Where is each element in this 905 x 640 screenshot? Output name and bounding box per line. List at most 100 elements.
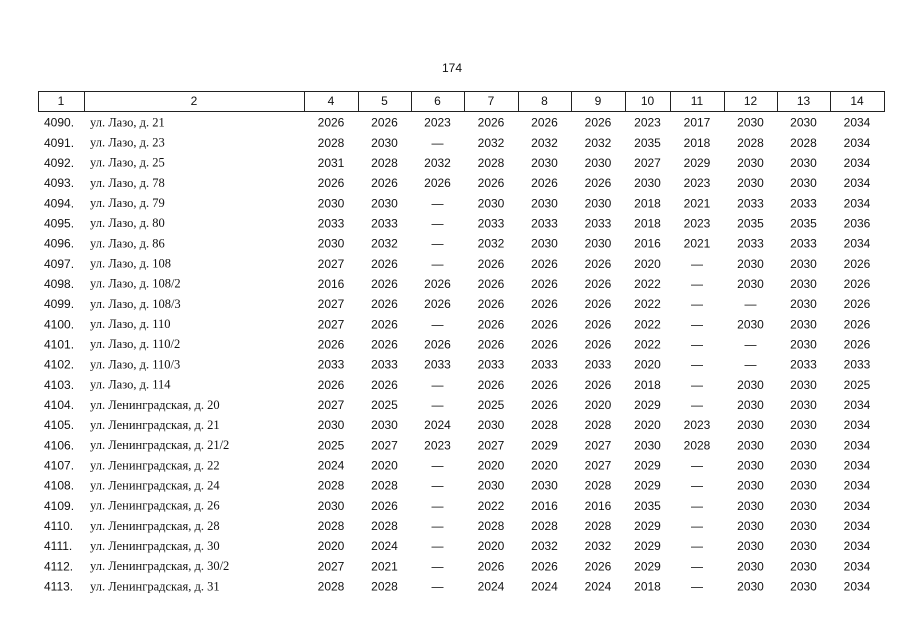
year-cell: 2026 (318, 378, 345, 392)
year-cell: 2026 (844, 338, 871, 352)
year-cell: 2028 (318, 519, 345, 533)
year-cell: 2034 (844, 539, 871, 553)
year-cell: 2033 (844, 358, 871, 372)
year-cell: 2026 (318, 176, 345, 190)
header-cell: 12 (744, 94, 758, 108)
address: ул. Лазо, д. 86 (90, 236, 165, 250)
header-cell: 1 (58, 94, 65, 108)
row-number: 4107. (44, 459, 74, 473)
year-cell: 2030 (737, 539, 764, 553)
year-cell: 2030 (531, 237, 558, 251)
year-cell: 2030 (371, 196, 398, 210)
year-cell: 2027 (478, 438, 505, 452)
header-cell: 9 (595, 94, 602, 108)
year-cell: 2030 (531, 479, 558, 493)
year-cell: 2016 (531, 499, 558, 513)
year-cell: 2022 (634, 338, 661, 352)
address: ул. Ленинградская, д. 24 (90, 478, 220, 492)
year-cell: 2027 (318, 398, 345, 412)
year-cell: 2026 (478, 378, 505, 392)
row-number: 4110. (44, 519, 73, 533)
year-cell: 2036 (844, 217, 871, 231)
year-cell: 2026 (424, 176, 451, 190)
year-cell: 2024 (424, 418, 451, 432)
year-cell: 2030 (737, 257, 764, 271)
row-number: 4104. (44, 398, 74, 412)
year-cell: 2030 (790, 398, 817, 412)
year-cell: 2030 (737, 277, 764, 291)
address: ул. Лазо, д. 25 (90, 156, 165, 170)
address: ул. Лазо, д. 78 (90, 176, 165, 190)
address: ул. Лазо, д. 110 (90, 317, 170, 331)
year-cell: 2024 (478, 580, 505, 594)
header-cell: 14 (850, 94, 864, 108)
year-cell: 2020 (585, 398, 612, 412)
year-cell: 2034 (844, 580, 871, 594)
row-number: 4105. (44, 418, 74, 432)
year-cell: 2022 (634, 317, 661, 331)
year-cell: 2030 (737, 519, 764, 533)
year-cell: 2025 (318, 438, 345, 452)
year-cell: 2027 (318, 317, 345, 331)
year-cell: — (432, 196, 444, 210)
year-cell: — (691, 499, 703, 513)
year-cell: 2033 (790, 237, 817, 251)
year-cell: 2034 (844, 398, 871, 412)
year-cell: 2027 (318, 559, 345, 573)
address: ул. Лазо, д. 80 (90, 216, 165, 230)
year-cell: 2030 (737, 378, 764, 392)
row-number: 4099. (44, 297, 74, 311)
year-cell: 2032 (478, 237, 505, 251)
header-cell: 10 (641, 94, 655, 108)
address: ул. Лазо, д. 110/2 (90, 337, 180, 351)
year-cell: 2020 (318, 539, 345, 553)
year-cell: 2026 (424, 277, 451, 291)
year-cell: 2030 (790, 378, 817, 392)
year-cell: 2030 (737, 176, 764, 190)
year-cell: 2026 (844, 297, 871, 311)
year-cell: 2032 (531, 539, 558, 553)
year-cell: 2029 (634, 539, 661, 553)
year-cell: 2030 (634, 176, 661, 190)
year-cell: 2026 (371, 317, 398, 331)
year-cell: — (432, 459, 444, 473)
year-cell: 2030 (371, 418, 398, 432)
year-cell: — (432, 580, 444, 594)
year-cell: 2030 (790, 559, 817, 573)
row-number: 4095. (44, 217, 74, 231)
year-cell: 2028 (478, 519, 505, 533)
year-cell: 2026 (585, 277, 612, 291)
year-cell: 2033 (585, 217, 612, 231)
year-cell: 2032 (585, 136, 612, 150)
address: ул. Ленинградская, д. 30 (90, 539, 220, 553)
row-number: 4103. (44, 378, 74, 392)
year-cell: 2030 (478, 479, 505, 493)
row-number: 4112. (44, 559, 73, 573)
year-cell: 2026 (478, 338, 505, 352)
year-cell: 2023 (684, 418, 711, 432)
year-cell: 2028 (531, 519, 558, 533)
header-cell: 11 (691, 94, 704, 108)
year-cell: 2028 (318, 479, 345, 493)
year-cell: 2030 (737, 418, 764, 432)
year-cell: 2028 (371, 519, 398, 533)
year-cell: — (691, 378, 703, 392)
year-cell: 2016 (318, 277, 345, 291)
row-number: 4100. (44, 317, 74, 331)
year-cell: 2022 (634, 297, 661, 311)
year-cell: 2030 (790, 499, 817, 513)
year-cell: 2023 (424, 116, 451, 130)
address: ул. Лазо, д. 79 (90, 196, 165, 210)
address: ул. Ленинградская, д. 28 (90, 519, 220, 533)
year-cell: 2027 (585, 459, 612, 473)
year-cell: 2030 (790, 156, 817, 170)
year-cell: 2030 (790, 257, 817, 271)
year-cell: 2026 (531, 398, 558, 412)
year-cell: — (691, 539, 703, 553)
year-cell: 2020 (531, 459, 558, 473)
year-cell: 2020 (634, 418, 661, 432)
year-cell: — (432, 479, 444, 493)
header-cell: 4 (328, 94, 335, 108)
year-cell: 2026 (585, 257, 612, 271)
